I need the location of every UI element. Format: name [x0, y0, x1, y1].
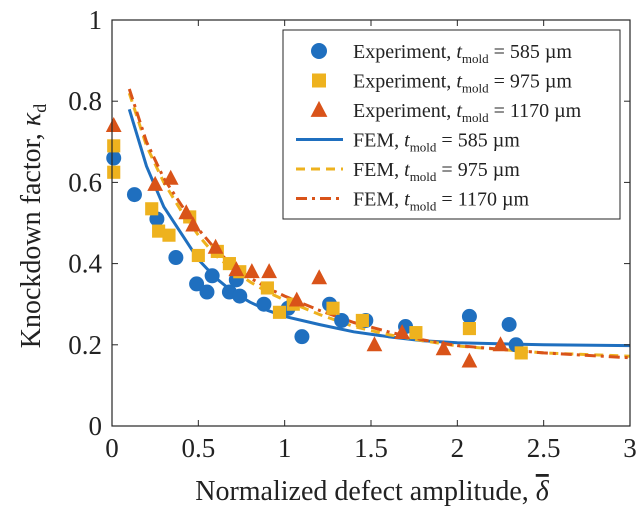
legend-entry: FEM, tmold = 585 µm: [353, 130, 520, 155]
legend: Experiment, tmold = 585 µm Experiment, tm…: [282, 29, 621, 220]
data-point-series-2: [435, 340, 452, 356]
data-point-series-1: [260, 281, 274, 295]
data-point-series-1: [326, 301, 340, 315]
data-point-series-2: [261, 263, 278, 279]
x-tick-label: 1: [278, 433, 292, 463]
axes-frame: [111, 19, 631, 427]
y-axis-label: Knockdown factor, κd: [16, 104, 50, 348]
legend-marker: [312, 73, 326, 88]
y-tick-label: 0: [89, 411, 103, 441]
y-tick-label: 0.6: [68, 167, 102, 197]
data-point-series-1: [191, 248, 205, 263]
x-tick-label: 1.5: [354, 433, 388, 463]
x-axis-label: Normalized defect amplitude, δ: [195, 476, 550, 507]
data-point-series-0: [204, 268, 220, 284]
data-point-series-0: [189, 276, 205, 292]
data-point-series-2: [207, 238, 224, 254]
legend-entry: FEM, tmold = 1170 µm: [353, 189, 529, 214]
data-point-series-1: [107, 139, 121, 153]
x-tick-label: 2.5: [527, 433, 561, 463]
data-point-series-2: [288, 291, 305, 307]
legend-marker: [310, 100, 328, 117]
data-point-series-1: [272, 305, 287, 319]
legend-box: [282, 29, 621, 220]
data-point-series-2: [243, 263, 260, 279]
x-tick-label: 3: [623, 433, 637, 463]
x-tick-label: 0.5: [181, 433, 215, 463]
data-point-series-1: [355, 313, 369, 328]
data-point-series-2: [461, 352, 478, 368]
data-point-series-0: [168, 250, 184, 266]
data-point-series-1: [409, 326, 423, 340]
data-point-series-2: [492, 336, 509, 352]
data-point-series-0: [106, 150, 122, 166]
x-tick-label: 2: [451, 433, 465, 463]
data-point-series-0: [232, 288, 248, 304]
data-point-series-0: [126, 187, 142, 203]
axis-labels: 0 0.5 1 1.5 2 2.5 3 0 0.2 0.4 0.6 0.8 1 Normalized de…: [16, 5, 637, 507]
legend-entry: Experiment, tmold = 975 µm: [353, 71, 572, 96]
data-point-series-0: [501, 317, 517, 332]
legend-entry: Experiment, tmold = 1170 µm: [353, 100, 582, 125]
data-point-series-0: [334, 312, 350, 328]
y-tick-label: 1: [89, 5, 103, 35]
x-axis-symbol: δ: [536, 476, 550, 507]
y-tick-label: 0.2: [68, 330, 102, 360]
data-point-series-1: [514, 346, 528, 360]
data-point-series-0: [294, 329, 310, 345]
data-point-series-1: [222, 257, 236, 271]
data-point-series-0: [461, 308, 477, 324]
data-point-series-1: [152, 224, 166, 238]
data-point-series-2: [394, 324, 410, 340]
data-point-series-2: [311, 269, 328, 285]
data-point-series-2: [228, 261, 245, 277]
data-point-series-1: [107, 165, 121, 179]
data-point-series-2: [162, 169, 179, 185]
data-point-series-1: [162, 228, 176, 242]
data-point-series-1: [145, 202, 159, 216]
experiment-points: [105, 117, 528, 368]
x-tick-label: 0: [105, 433, 119, 463]
data-point-series-2: [147, 175, 164, 191]
legend-entry: FEM, tmold = 975 µm: [353, 159, 520, 184]
data-point-series-2: [178, 204, 195, 220]
data-point-series-1: [462, 321, 476, 336]
data-point-series-0: [199, 284, 215, 300]
y-tick-label: 0.8: [68, 86, 102, 116]
legend-entry: Experiment, tmold = 585 µm: [353, 41, 572, 66]
data-point-series-2: [366, 336, 383, 352]
data-point-series-0: [256, 296, 272, 312]
data-point-series-2: [185, 216, 202, 232]
y-tick-label: 0.4: [68, 249, 102, 279]
legend-marker: [311, 43, 327, 59]
data-point-series-2: [105, 117, 122, 132]
